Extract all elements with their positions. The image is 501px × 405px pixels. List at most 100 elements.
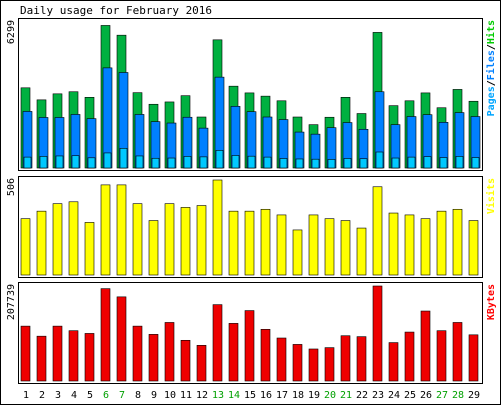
bar-visits bbox=[276, 214, 287, 276]
bar-kbytes bbox=[244, 310, 255, 382]
bar-pages bbox=[55, 155, 64, 169]
bar-pages bbox=[103, 152, 112, 169]
bar-kbytes bbox=[260, 329, 271, 382]
bar-kbytes bbox=[116, 296, 127, 382]
bar-visits bbox=[164, 203, 175, 276]
bar-pages bbox=[151, 157, 160, 169]
bar-visits bbox=[436, 210, 447, 276]
bar-visits bbox=[228, 210, 239, 276]
legend-entry: Pages bbox=[486, 86, 497, 116]
bar-kbytes bbox=[68, 330, 79, 382]
bar-kbytes bbox=[324, 347, 335, 382]
bar-visits bbox=[244, 210, 255, 276]
x-tick-label: 13 bbox=[212, 390, 224, 401]
bar-kbytes bbox=[52, 325, 63, 382]
bar-pages bbox=[119, 147, 128, 169]
bar-kbytes bbox=[20, 325, 31, 382]
bar-kbytes bbox=[468, 334, 479, 382]
y-max-label: 506 bbox=[6, 178, 17, 196]
legend-entry: Visits bbox=[485, 178, 497, 214]
bar-kbytes bbox=[180, 339, 191, 382]
bar-pages bbox=[327, 159, 336, 169]
bar-kbytes bbox=[132, 325, 143, 382]
bar-visits bbox=[36, 210, 47, 276]
bar-pages bbox=[39, 156, 48, 169]
bar-pages bbox=[295, 158, 304, 169]
bar-visits bbox=[260, 208, 271, 276]
bar-pages bbox=[359, 158, 368, 169]
legend-entry: / bbox=[486, 80, 497, 86]
x-tick-label: 28 bbox=[452, 390, 464, 401]
bar-pages bbox=[439, 157, 448, 169]
bar-pages bbox=[391, 157, 400, 169]
bar-kbytes bbox=[212, 304, 223, 382]
bar-visits bbox=[340, 220, 351, 276]
legend: KBytes bbox=[486, 284, 497, 320]
x-tick-label: 24 bbox=[388, 390, 400, 401]
bar-kbytes bbox=[84, 333, 95, 382]
bar-pages bbox=[87, 157, 96, 169]
bar-pages bbox=[279, 158, 288, 169]
bar-pages bbox=[199, 156, 208, 169]
bar-kbytes bbox=[356, 336, 367, 382]
bar-pages bbox=[311, 158, 320, 169]
x-tick-label: 14 bbox=[228, 390, 240, 401]
bar-visits bbox=[20, 218, 31, 276]
bar-kbytes bbox=[276, 337, 287, 382]
x-tick-label: 5 bbox=[87, 390, 93, 401]
x-tick-label: 15 bbox=[244, 390, 256, 401]
bar-visits bbox=[468, 220, 479, 276]
bar-pages bbox=[23, 156, 32, 169]
bar-kbytes bbox=[308, 348, 319, 382]
x-tick-label: 27 bbox=[436, 390, 448, 401]
bar-kbytes bbox=[228, 323, 239, 382]
bar-kbytes bbox=[196, 345, 207, 382]
bar-visits bbox=[324, 218, 335, 276]
bar-visits bbox=[356, 227, 367, 276]
legend-entry: Files bbox=[485, 50, 497, 80]
x-tick-label: 29 bbox=[468, 390, 480, 401]
x-tick-label: 22 bbox=[356, 390, 368, 401]
y-max-label: 6299 bbox=[6, 20, 17, 44]
x-tick-label: 23 bbox=[372, 390, 384, 401]
bar-visits bbox=[84, 222, 95, 276]
bar-kbytes bbox=[164, 322, 175, 382]
x-tick-label: 9 bbox=[151, 390, 157, 401]
bar-pages bbox=[71, 155, 80, 169]
bar-kbytes bbox=[404, 331, 415, 382]
bar-pages bbox=[135, 155, 144, 169]
legend-entry: KBytes bbox=[486, 284, 497, 320]
x-axis-labels: 1 2 3 4 5 6 7 8 9 10 11 12 13 14 15 16 17 18 19 20 21 22 23 24 2… bbox=[23, 390, 480, 401]
chart-title: Daily usage for February 2016 bbox=[20, 4, 212, 17]
bar-visits bbox=[372, 186, 383, 276]
bar-kbytes bbox=[36, 335, 47, 382]
bar-visits bbox=[132, 203, 143, 276]
bar-visits bbox=[52, 203, 63, 276]
bar-visits bbox=[388, 212, 399, 276]
x-tick-label: 2 bbox=[39, 390, 45, 401]
bar-pages bbox=[167, 157, 176, 169]
x-tick-label: 6 bbox=[103, 390, 109, 401]
x-tick-label: 4 bbox=[71, 390, 77, 401]
bar-pages bbox=[343, 158, 352, 169]
x-tick-label: 1 bbox=[23, 390, 29, 401]
bar-pages bbox=[375, 151, 384, 169]
bar-visits bbox=[420, 218, 431, 276]
y-max-label: 207739 bbox=[6, 284, 17, 320]
x-tick-label: 11 bbox=[180, 390, 192, 401]
bar-kbytes bbox=[148, 334, 159, 382]
bar-kbytes bbox=[388, 342, 399, 382]
bar-visits bbox=[68, 201, 79, 276]
x-tick-label: 3 bbox=[55, 390, 61, 401]
x-tick-label: 7 bbox=[119, 390, 125, 401]
x-tick-label: 20 bbox=[324, 390, 336, 401]
x-tick-label: 19 bbox=[308, 390, 320, 401]
legend-entry: / bbox=[486, 44, 497, 50]
bar-pages bbox=[407, 156, 416, 169]
x-tick-label: 25 bbox=[404, 390, 416, 401]
bar-visits bbox=[148, 220, 159, 276]
bar-visits bbox=[116, 184, 127, 276]
